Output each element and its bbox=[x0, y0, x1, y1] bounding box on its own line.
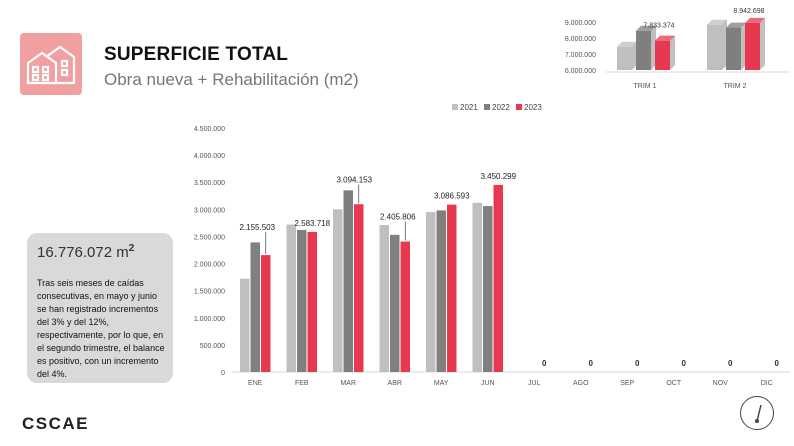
q-bar-front-2021 bbox=[707, 24, 722, 70]
q-bar-front-2023 bbox=[655, 40, 670, 70]
summary-box: 16.776.072 m2 Tras seis meses de caídas … bbox=[27, 233, 173, 383]
page-subtitle: Obra nueva + Rehabilitación (m2) bbox=[104, 70, 359, 89]
q-x-tick-label: TRIM 1 bbox=[634, 83, 657, 90]
x-tick-label: NOV bbox=[713, 380, 729, 387]
q-bar-front-2023 bbox=[745, 22, 760, 70]
data-label: 2.405.806 bbox=[380, 213, 416, 222]
legend-label: 2022 bbox=[492, 103, 510, 112]
bar-2021-ene bbox=[240, 278, 250, 372]
bar-2021-may bbox=[426, 212, 436, 372]
x-tick-label: JUL bbox=[528, 380, 541, 387]
houses-icon bbox=[26, 45, 76, 85]
y-tick-label: 2.000.000 bbox=[194, 262, 225, 269]
bar-2022-may bbox=[436, 210, 446, 372]
legend-swatch-2022 bbox=[484, 104, 490, 110]
q-bar-side-2022 bbox=[651, 25, 656, 70]
x-tick-label: FEB bbox=[295, 380, 309, 387]
q-bar-side-2021 bbox=[632, 41, 637, 70]
x-tick-label: DIC bbox=[761, 380, 773, 387]
q-y-tick-label: 7.000.000 bbox=[565, 52, 596, 59]
q-data-label: 8.942.698 bbox=[733, 8, 764, 15]
q-y-tick-label: 8.000.000 bbox=[565, 36, 596, 43]
data-label: 2.155.503 bbox=[239, 223, 275, 232]
legend-label: 2021 bbox=[460, 103, 478, 112]
q-bar-side-2023 bbox=[670, 35, 675, 70]
data-label: 0 bbox=[589, 359, 594, 368]
y-tick-label: 2.500.000 bbox=[194, 234, 225, 241]
gauge-icon bbox=[740, 396, 774, 430]
summary-total: 16.776.072 m2 bbox=[37, 243, 134, 261]
q-bar-top-2023 bbox=[745, 17, 765, 23]
q-bar-side-2023 bbox=[760, 17, 765, 70]
legend-swatch-2021 bbox=[452, 104, 458, 110]
brand-logo: CSCAE bbox=[22, 414, 90, 433]
bar-2023-mar bbox=[354, 204, 364, 372]
bar-2023-ene bbox=[261, 255, 271, 372]
data-label: 3.450.299 bbox=[480, 172, 516, 181]
y-tick-label: 3.000.000 bbox=[194, 207, 225, 214]
bar-2022-abr bbox=[390, 234, 400, 372]
bar-2022-mar bbox=[343, 190, 353, 372]
data-label: 0 bbox=[542, 359, 547, 368]
q-bar-front-2022 bbox=[726, 27, 741, 71]
q-bar-top-2021 bbox=[617, 41, 637, 47]
data-label: 0 bbox=[775, 359, 780, 368]
q-bar-top-2022 bbox=[636, 25, 656, 31]
q-bar-top-2023 bbox=[655, 35, 675, 41]
x-tick-label: OCT bbox=[666, 380, 682, 387]
bar-2023-may bbox=[447, 204, 457, 372]
y-tick-label: 4.500.000 bbox=[194, 126, 225, 133]
x-tick-label: ENE bbox=[248, 380, 263, 387]
y-tick-label: 1.000.000 bbox=[194, 316, 225, 323]
q-bar-top-2022 bbox=[726, 22, 746, 28]
x-tick-label: ABR bbox=[388, 380, 402, 387]
summary-total-exponent: 2 bbox=[128, 243, 135, 254]
bar-2021-feb bbox=[286, 224, 296, 372]
bar-2022-feb bbox=[297, 229, 307, 372]
y-tick-label: 500.000 bbox=[200, 343, 225, 350]
bar-2022-jun bbox=[483, 206, 493, 372]
q-bar-top-2021 bbox=[707, 19, 727, 25]
data-label: 3.094.153 bbox=[336, 175, 372, 184]
q-x-tick-label: TRIM 2 bbox=[724, 83, 747, 90]
bar-2021-jun bbox=[472, 202, 482, 372]
data-label: 0 bbox=[635, 359, 640, 368]
summary-total-value: 16.776.072 m bbox=[37, 244, 129, 261]
q-bar-front-2021 bbox=[617, 46, 632, 70]
data-label: 0 bbox=[682, 359, 687, 368]
bar-2022-ene bbox=[250, 242, 260, 372]
legend-swatch-2023 bbox=[516, 104, 522, 110]
bar-2023-abr bbox=[400, 241, 410, 372]
q-bar-side-2021 bbox=[722, 19, 727, 70]
y-tick-label: 4.000.000 bbox=[194, 153, 225, 160]
bar-2021-abr bbox=[379, 225, 389, 372]
y-tick-label: 1.500.000 bbox=[194, 289, 225, 296]
q-bar-side-2022 bbox=[741, 22, 746, 71]
q-y-tick-label: 6.000.000 bbox=[565, 68, 596, 75]
y-tick-label: 0 bbox=[221, 370, 225, 377]
data-label: 2.583.718 bbox=[294, 219, 330, 228]
q-y-tick-label: 9.000.000 bbox=[565, 20, 596, 27]
data-label: 0 bbox=[728, 359, 733, 368]
x-tick-label: AGO bbox=[573, 380, 589, 387]
summary-text: Tras seis meses de caídas consecutivas, … bbox=[37, 278, 165, 379]
bar-2023-feb bbox=[307, 231, 317, 372]
bar-2023-jun bbox=[493, 184, 503, 372]
bar-2021-mar bbox=[333, 209, 343, 372]
x-tick-label: MAR bbox=[340, 380, 356, 387]
legend-label: 2023 bbox=[524, 103, 542, 112]
page-title: SUPERFICIE TOTAL bbox=[104, 44, 289, 65]
data-label: 3.086.593 bbox=[434, 192, 470, 201]
x-tick-label: JUN bbox=[481, 380, 495, 387]
x-tick-label: SEP bbox=[620, 380, 634, 387]
x-tick-label: MAY bbox=[434, 380, 449, 387]
q-data-label: 7.833.374 bbox=[643, 23, 674, 30]
y-tick-label: 3.500.000 bbox=[194, 180, 225, 187]
logo-box bbox=[20, 33, 82, 95]
q-bar-front-2022 bbox=[636, 30, 651, 70]
